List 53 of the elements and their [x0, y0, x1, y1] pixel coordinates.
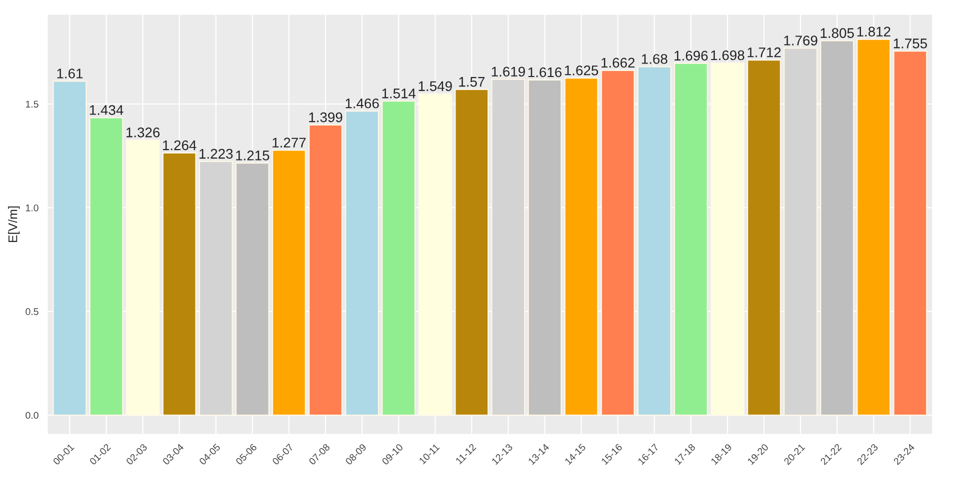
- bar: [272, 150, 306, 416]
- bar: [564, 78, 598, 416]
- data-label: 1.434: [90, 105, 124, 115]
- data-label: 1.57: [459, 77, 484, 87]
- data-label: 1.514: [382, 88, 416, 98]
- data-label: 1.264: [163, 140, 196, 150]
- bar: [52, 80, 87, 416]
- data-label: 1.277: [272, 138, 306, 148]
- bar: [308, 124, 343, 416]
- bar: [126, 140, 160, 416]
- y-tick-label: 1.5: [26, 100, 38, 108]
- data-label: 1.769: [784, 36, 818, 46]
- bar: [710, 62, 744, 416]
- bar: [528, 79, 562, 416]
- bar: [856, 38, 891, 416]
- y-tick-label: 0.5: [26, 308, 38, 316]
- data-label: 1.466: [346, 98, 379, 108]
- data-label: 1.616: [528, 67, 562, 78]
- bar: [637, 66, 672, 416]
- y-tick-label: 1.0: [26, 204, 38, 212]
- bar: [747, 59, 782, 416]
- y-axis-title: E[V/m]: [8, 206, 20, 242]
- data-label: 1.805: [820, 28, 854, 38]
- data-label: 1.68: [642, 54, 668, 64]
- data-label: 1.549: [418, 81, 452, 92]
- data-label: 1.662: [602, 58, 635, 68]
- bar: [235, 162, 270, 416]
- bar: [454, 88, 489, 416]
- bar: [820, 40, 854, 416]
- data-label: 1.215: [236, 150, 270, 160]
- bar: [491, 78, 526, 416]
- bar: [418, 93, 452, 416]
- bar: [893, 50, 928, 416]
- bar: [198, 160, 233, 416]
- data-label: 1.619: [492, 66, 525, 77]
- data-label: 1.223: [200, 148, 233, 159]
- data-label: 1.712: [748, 47, 781, 58]
- y-tick-label: 0.0: [26, 412, 38, 419]
- data-label: 1.755: [894, 38, 927, 48]
- bar: [382, 100, 416, 416]
- data-label: 1.625: [564, 65, 598, 76]
- bar: [345, 110, 380, 416]
- data-label: 1.698: [711, 50, 744, 60]
- bar: [784, 48, 818, 416]
- bar: [162, 152, 196, 416]
- bar: [600, 70, 635, 416]
- bar: [674, 62, 708, 416]
- bar: [89, 117, 124, 416]
- data-label: 1.326: [126, 128, 160, 138]
- data-label: 1.696: [674, 50, 708, 61]
- data-label: 1.61: [57, 68, 83, 78]
- data-label: 1.399: [309, 112, 342, 122]
- data-label: 1.812: [857, 26, 890, 37]
